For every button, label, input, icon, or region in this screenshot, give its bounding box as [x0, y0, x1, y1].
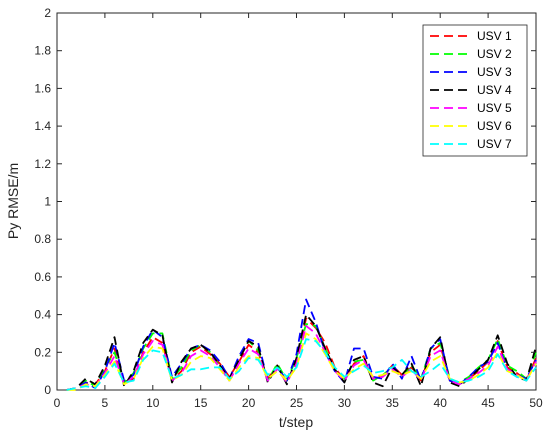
y-tick-label: 0.4 [34, 308, 51, 322]
legend-label-usv-2: USV 2 [477, 47, 512, 61]
y-tick-label: 0.6 [34, 270, 51, 284]
series-layer [66, 298, 537, 391]
x-tick-label: 0 [54, 396, 61, 410]
series-line-usv-6 [66, 332, 537, 391]
x-tick-label: 30 [338, 396, 352, 410]
x-tick-label: 40 [434, 396, 448, 410]
y-tick-label: 1.8 [34, 44, 51, 58]
x-tick-label: 20 [242, 396, 256, 410]
x-tick-label: 10 [146, 396, 160, 410]
y-tick-label: 1.4 [34, 119, 51, 133]
legend-label-usv-4: USV 4 [477, 83, 512, 97]
x-tick-label: 25 [290, 396, 304, 410]
legend-label-usv-1: USV 1 [477, 29, 512, 43]
legend-label-usv-6: USV 6 [477, 119, 512, 133]
y-tick-label: 0 [44, 383, 51, 397]
y-tick-label: 1.6 [34, 81, 51, 95]
x-tick-label: 35 [386, 396, 400, 410]
legend-box [422, 24, 528, 157]
legend-label-usv-7: USV 7 [477, 137, 512, 151]
x-axis-label: t/step [279, 414, 313, 430]
x-tick-label: 50 [529, 396, 543, 410]
y-tick-label: 0.2 [34, 345, 51, 359]
legend-label-usv-3: USV 3 [477, 65, 512, 79]
y-tick-label: 1 [44, 195, 51, 209]
series-line-usv-7 [66, 338, 537, 391]
series-line-usv-5 [66, 324, 537, 391]
x-tick-label: 15 [194, 396, 208, 410]
legend-label-usv-5: USV 5 [477, 101, 512, 115]
x-tick-label: 45 [481, 396, 495, 410]
y-tick-label: 0.8 [34, 232, 51, 246]
series-line-usv-3 [66, 298, 537, 391]
legend: USV 1 USV 2 USV 3 USV 4 USV 5 USV 6 USV 7 [422, 24, 528, 157]
series-line-usv-4 [66, 313, 537, 391]
axis-layer: 0 5 10 15 20 25 30 35 40 45 50 0 0.2 0.4 0.6 0.8 1 1.2 1.4… [34, 6, 543, 410]
y-axis-label: Py RMSE/m [5, 163, 21, 239]
x-tick-label: 5 [102, 396, 109, 410]
y-tick-label: 1.2 [34, 157, 51, 171]
y-tick-label: 2 [44, 6, 51, 20]
